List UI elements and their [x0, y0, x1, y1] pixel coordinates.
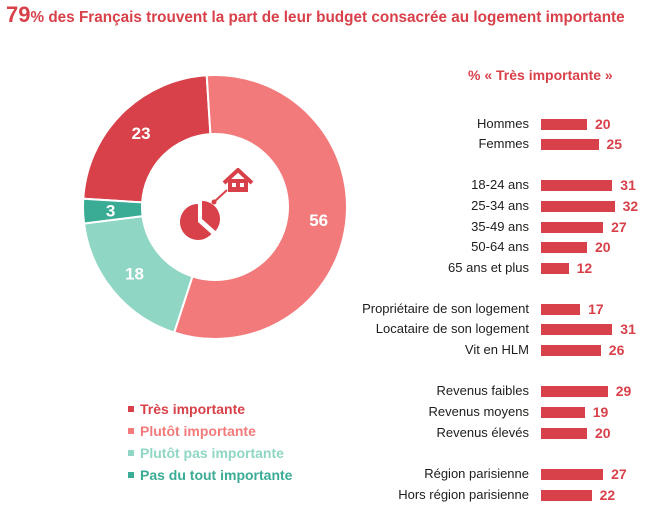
bar-value: 29 — [615, 383, 632, 399]
bar-value: 20 — [595, 425, 611, 441]
bar-value: 12 — [576, 260, 593, 276]
legend-label: Plutôt pas importante — [140, 445, 284, 461]
bar-value: 22 — [599, 487, 616, 503]
bar-label: Hommes — [476, 116, 529, 131]
donut-legend: Très importante Plutôt importante Plutôt p… — [128, 398, 292, 486]
bar-row: Revenus faibles 29 — [300, 382, 640, 402]
bar-row: Hors région parisienne 22 — [300, 486, 640, 506]
bar — [541, 304, 581, 315]
bar-row: 18-24 ans 31 — [300, 176, 640, 196]
house-pie-icon — [180, 168, 254, 240]
bar-row: 25-34 ans 32 — [300, 197, 640, 217]
headline-text: % des Français trouvent la part de leur … — [30, 9, 625, 26]
bar-label: Femmes — [478, 136, 529, 151]
bar-label: Région parisienne — [424, 466, 529, 481]
bar-label: 25-34 ans — [471, 198, 529, 213]
bar — [541, 139, 599, 150]
bar-row: Revenus élevés 20 — [300, 424, 640, 444]
slice-tres-importante — [82, 74, 212, 204]
bar — [541, 469, 604, 480]
bar-label: 50-64 ans — [471, 239, 529, 254]
bar — [541, 386, 608, 397]
bar-row: Hommes 20 — [300, 115, 640, 135]
slice-label-tres-importante: 23 — [132, 124, 151, 143]
bar-row: 65 ans et plus 12 — [300, 259, 640, 279]
legend-label: Plutôt importante — [140, 423, 256, 439]
bar-row: 50-64 ans 20 — [300, 238, 640, 258]
bar — [541, 490, 592, 501]
headline: 79% des Français trouvent la part de leu… — [6, 2, 666, 28]
bar-value: 20 — [595, 116, 611, 132]
bar-label: 18-24 ans — [471, 177, 529, 192]
legend-item-pas-du-tout-importante: Pas du tout importante — [128, 464, 292, 486]
bar — [541, 242, 587, 253]
bar — [541, 263, 569, 274]
bar-value: 32 — [622, 198, 639, 214]
slice-label-pas-du-tout-importante: 3 — [106, 201, 115, 220]
bar-row: 35-49 ans 27 — [300, 218, 640, 238]
slice-pas-du-tout-importante — [82, 197, 144, 225]
bar — [541, 324, 613, 335]
slice-plutot-importante — [172, 74, 348, 340]
bar-row: Propriétaire de son logement 17 — [300, 300, 640, 320]
bar-row: Locataire de son logement 31 — [300, 320, 640, 340]
bar — [541, 407, 585, 418]
bar — [541, 428, 587, 439]
legend-label: Pas du tout importante — [140, 467, 293, 483]
bar-value: 20 — [595, 239, 611, 255]
bar — [541, 201, 615, 212]
bar-value: 26 — [608, 342, 625, 358]
bar-value: 27 — [611, 219, 627, 235]
bar-value: 27 — [611, 466, 627, 482]
bar-label: Revenus faibles — [436, 383, 530, 398]
slice-label-plutot-importante: 56 — [309, 211, 328, 230]
bar — [541, 180, 613, 191]
donut-chart: 23 56 18 3 — [82, 74, 348, 340]
legend-marker — [128, 450, 134, 456]
slice-label-plutot-pas-importante: 18 — [125, 265, 144, 284]
bar-label: Vit en HLM — [464, 342, 529, 357]
legend-marker — [128, 406, 134, 412]
bar-label: Revenus élevés — [436, 425, 530, 440]
legend-item-plutot-pas-importante: Plutôt pas importante — [128, 442, 292, 464]
bar-label: 65 ans et plus — [448, 260, 529, 275]
bar-row: Vit en HLM 26 — [300, 341, 640, 361]
bar-label: Revenus moyens — [428, 404, 529, 419]
bar — [541, 222, 604, 233]
bar-label: Propriétaire de son logement — [362, 301, 529, 316]
bar-label: Hors région parisienne — [398, 487, 529, 502]
bar-value: 31 — [620, 177, 636, 193]
bar-value: 31 — [620, 321, 636, 337]
bar-row: Revenus moyens 19 — [300, 403, 640, 423]
legend-item-tres-importante: Très importante — [128, 398, 292, 420]
bar-row: Femmes 25 — [300, 135, 640, 155]
bar-value: 19 — [592, 404, 609, 420]
bar-value: 17 — [588, 301, 604, 317]
legend-item-plutot-importante: Plutôt importante — [128, 420, 292, 442]
legend-marker — [128, 428, 134, 434]
bar-label: Locataire de son logement — [375, 321, 529, 336]
legend-marker — [128, 472, 134, 478]
bar-label: 35-49 ans — [471, 219, 529, 234]
bar-chart-title: % « Très importante » — [468, 67, 613, 83]
legend-label: Très importante — [140, 401, 246, 417]
bar — [541, 345, 601, 356]
headline-number: 79 — [6, 2, 31, 27]
bar-value: 25 — [606, 136, 623, 152]
bar-row: Région parisienne 27 — [300, 465, 640, 485]
bar — [541, 119, 587, 130]
